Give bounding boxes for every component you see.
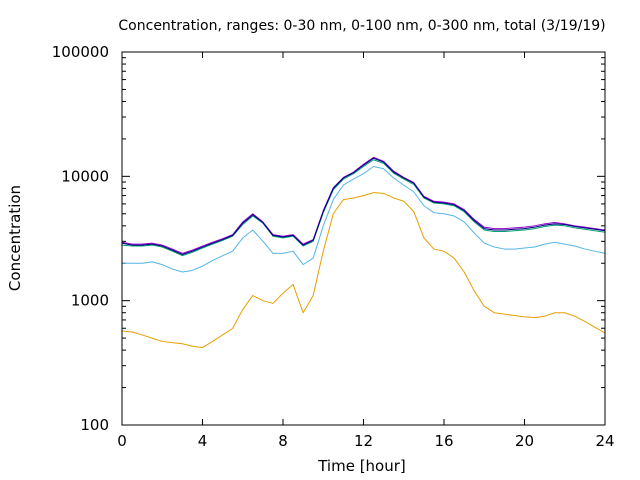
y-tick-label: 1000 bbox=[71, 292, 109, 310]
y-tick-label: 10000 bbox=[61, 167, 109, 185]
series-line-5 bbox=[121, 157, 606, 256]
y-tick-label: 100 bbox=[80, 416, 109, 434]
series-line-4 bbox=[121, 156, 606, 254]
plot-series bbox=[121, 156, 606, 349]
plot-frame bbox=[121, 51, 606, 426]
x-tick-label: 16 bbox=[434, 432, 453, 450]
series-line-2 bbox=[122, 165, 606, 273]
x-tick-label: 20 bbox=[515, 432, 534, 450]
x-tick-label: 4 bbox=[198, 432, 208, 450]
series-line-1 bbox=[121, 192, 606, 349]
x-tick-label: 8 bbox=[278, 432, 288, 450]
x-tick-label: 24 bbox=[595, 432, 614, 450]
series-line-3 bbox=[121, 159, 606, 257]
x-tick-label: 0 bbox=[117, 432, 127, 450]
y-tick-label: 100000 bbox=[52, 43, 109, 61]
x-tick-label: 12 bbox=[354, 432, 373, 450]
x-axis-label: Time [hour] bbox=[317, 457, 406, 475]
y-axis-label: Concentration bbox=[6, 185, 24, 291]
chart-title: Concentration, ranges: 0-30 nm, 0-100 nm… bbox=[118, 18, 605, 34]
